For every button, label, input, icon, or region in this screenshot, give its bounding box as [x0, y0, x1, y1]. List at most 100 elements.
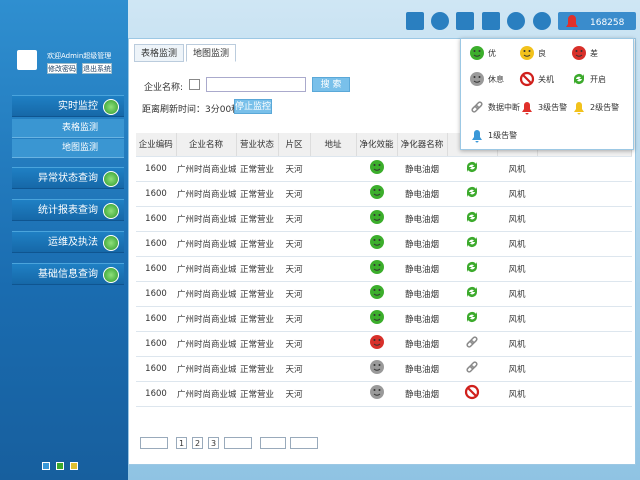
legend-popup: 优 良 差休息 关机 开启 数据中断 3级告警 2级告警 1级告警: [460, 38, 634, 150]
cell: 风机: [497, 256, 537, 282]
eye: [373, 164, 375, 166]
eye: [373, 364, 375, 366]
cell: [537, 306, 632, 332]
theme-dot[interactable]: [56, 462, 64, 470]
arrow: [467, 267, 477, 272]
cell: [537, 231, 632, 257]
user-icon[interactable]: [406, 12, 424, 30]
filter-label: 企业名称:: [144, 83, 184, 93]
cell: 风机: [497, 231, 537, 257]
cell: 1600: [136, 381, 176, 407]
menu-icon: [103, 235, 119, 251]
next-button[interactable]: 下一页: [224, 437, 252, 449]
table-row: 1600 广州时尚商业城 正常营业 天河 静电油烟 风机: [136, 156, 632, 182]
cell: 正常营业: [236, 331, 278, 357]
search-button[interactable]: 搜 索: [312, 77, 350, 92]
table-row: 1600 广州时尚商业城 正常营业 天河 静电油烟 风机: [136, 306, 632, 332]
cell: 广州时尚商业城: [176, 156, 236, 182]
welcome: 欢迎Admin超级管理: [47, 52, 112, 60]
face: [369, 260, 384, 274]
cell: [537, 181, 632, 207]
page-button[interactable]: 3: [208, 437, 219, 449]
legend-item: 关机: [519, 71, 554, 87]
legend-label: 1级告警: [488, 130, 518, 140]
text-input[interactable]: [206, 77, 306, 92]
status-icon: [470, 46, 484, 60]
cell: [310, 231, 356, 257]
menu-item[interactable]: 实时监控: [12, 95, 124, 117]
menu-item[interactable]: 异常状态查询: [12, 167, 124, 189]
status-icon: [369, 185, 384, 199]
button[interactable]: 退出系统: [82, 63, 112, 74]
settings-icon[interactable]: [507, 12, 525, 30]
ring: [464, 384, 480, 400]
eye: [378, 314, 380, 316]
face: [470, 72, 484, 86]
cell: 风机: [497, 206, 537, 232]
menu-label: 异常状态查询: [38, 173, 98, 184]
cell: 静电油烟: [397, 231, 447, 257]
mouth: [373, 243, 380, 246]
prev-button[interactable]: 上一页: [140, 437, 168, 449]
face: [369, 360, 384, 374]
tab[interactable]: 表格监测: [134, 44, 185, 62]
cell: 1600: [136, 231, 176, 257]
cell: 静电油烟: [397, 306, 447, 332]
menu-item[interactable]: 统计报表查询: [12, 199, 124, 221]
cell: [537, 331, 632, 357]
mouth: [473, 54, 481, 57]
eye: [373, 289, 375, 291]
mouth: [373, 268, 380, 271]
status-icon: [471, 101, 483, 113]
select[interactable]: [189, 79, 200, 90]
arrow: [467, 212, 477, 217]
table-row: 1600 广州时尚商业城 正常营业 天河 静电油烟 风机: [136, 356, 632, 382]
alarm-count: 168258: [590, 18, 625, 28]
data-table: 企业编码企业名称营业状态片区地址净化效能净化器名称净1600广州时尚商业城正常营…: [136, 133, 632, 407]
cell: [447, 356, 497, 382]
arrow: [467, 237, 477, 242]
table-row: 1600 广州时尚商业城 正常营业 天河 静电油烟 风机: [136, 231, 632, 257]
alarm-box[interactable]: [558, 12, 636, 30]
cell: [356, 306, 397, 332]
cell: 广州时尚商业城: [176, 181, 236, 207]
status-icon: [572, 46, 586, 60]
go-button[interactable]: GO: [290, 437, 318, 449]
cell: 静电油烟: [397, 206, 447, 232]
stop-button[interactable]: 停止监控: [234, 99, 272, 114]
button[interactable]: 修改密码: [47, 63, 77, 74]
legend-label: 休息: [488, 74, 504, 84]
theme-dot[interactable]: [70, 462, 78, 470]
column-header: 企业名称: [176, 133, 237, 157]
arrow: [467, 217, 477, 222]
cell: [310, 331, 356, 357]
column-header: 营业状态: [236, 133, 279, 157]
legend-label: 3级告警: [538, 102, 568, 112]
page-button[interactable]: 1: [176, 437, 187, 449]
theme-dot[interactable]: [42, 462, 50, 470]
cell: [537, 356, 632, 382]
menu-item[interactable]: 基础信息查询: [12, 263, 124, 285]
help-icon[interactable]: [533, 12, 551, 30]
face: [369, 210, 384, 224]
page-button[interactable]: 2: [192, 437, 203, 449]
page-input[interactable]: [260, 437, 286, 449]
window-icon[interactable]: [456, 12, 474, 30]
legend-label: 数据中断: [488, 102, 520, 112]
submenu-item[interactable]: 地图监测: [12, 139, 124, 158]
cell: 广州时尚商业城: [176, 381, 236, 407]
sidebar: 欢迎Admin超级管理 修改密码 退出系统 实时监控表格监测 地图监测异常状态查询…: [0, 0, 138, 480]
refresh-timer: 距离刷新时间：3分00秒: [142, 105, 241, 115]
tab[interactable]: 地图监测: [186, 44, 237, 62]
submenu-item[interactable]: 表格监测: [12, 119, 124, 138]
menu-icon: [103, 267, 119, 283]
table-row: 1600 广州时尚商业城 正常营业 天河 静电油烟 风机: [136, 256, 632, 282]
status-icon: [574, 102, 584, 115]
menu-label: 实时监控: [58, 101, 98, 112]
status-icon: [369, 385, 384, 399]
cell: 正常营业: [236, 181, 278, 207]
globe-icon[interactable]: [431, 12, 449, 30]
chart-icon[interactable]: [482, 12, 500, 30]
menu-item[interactable]: 运维及执法: [12, 231, 124, 253]
